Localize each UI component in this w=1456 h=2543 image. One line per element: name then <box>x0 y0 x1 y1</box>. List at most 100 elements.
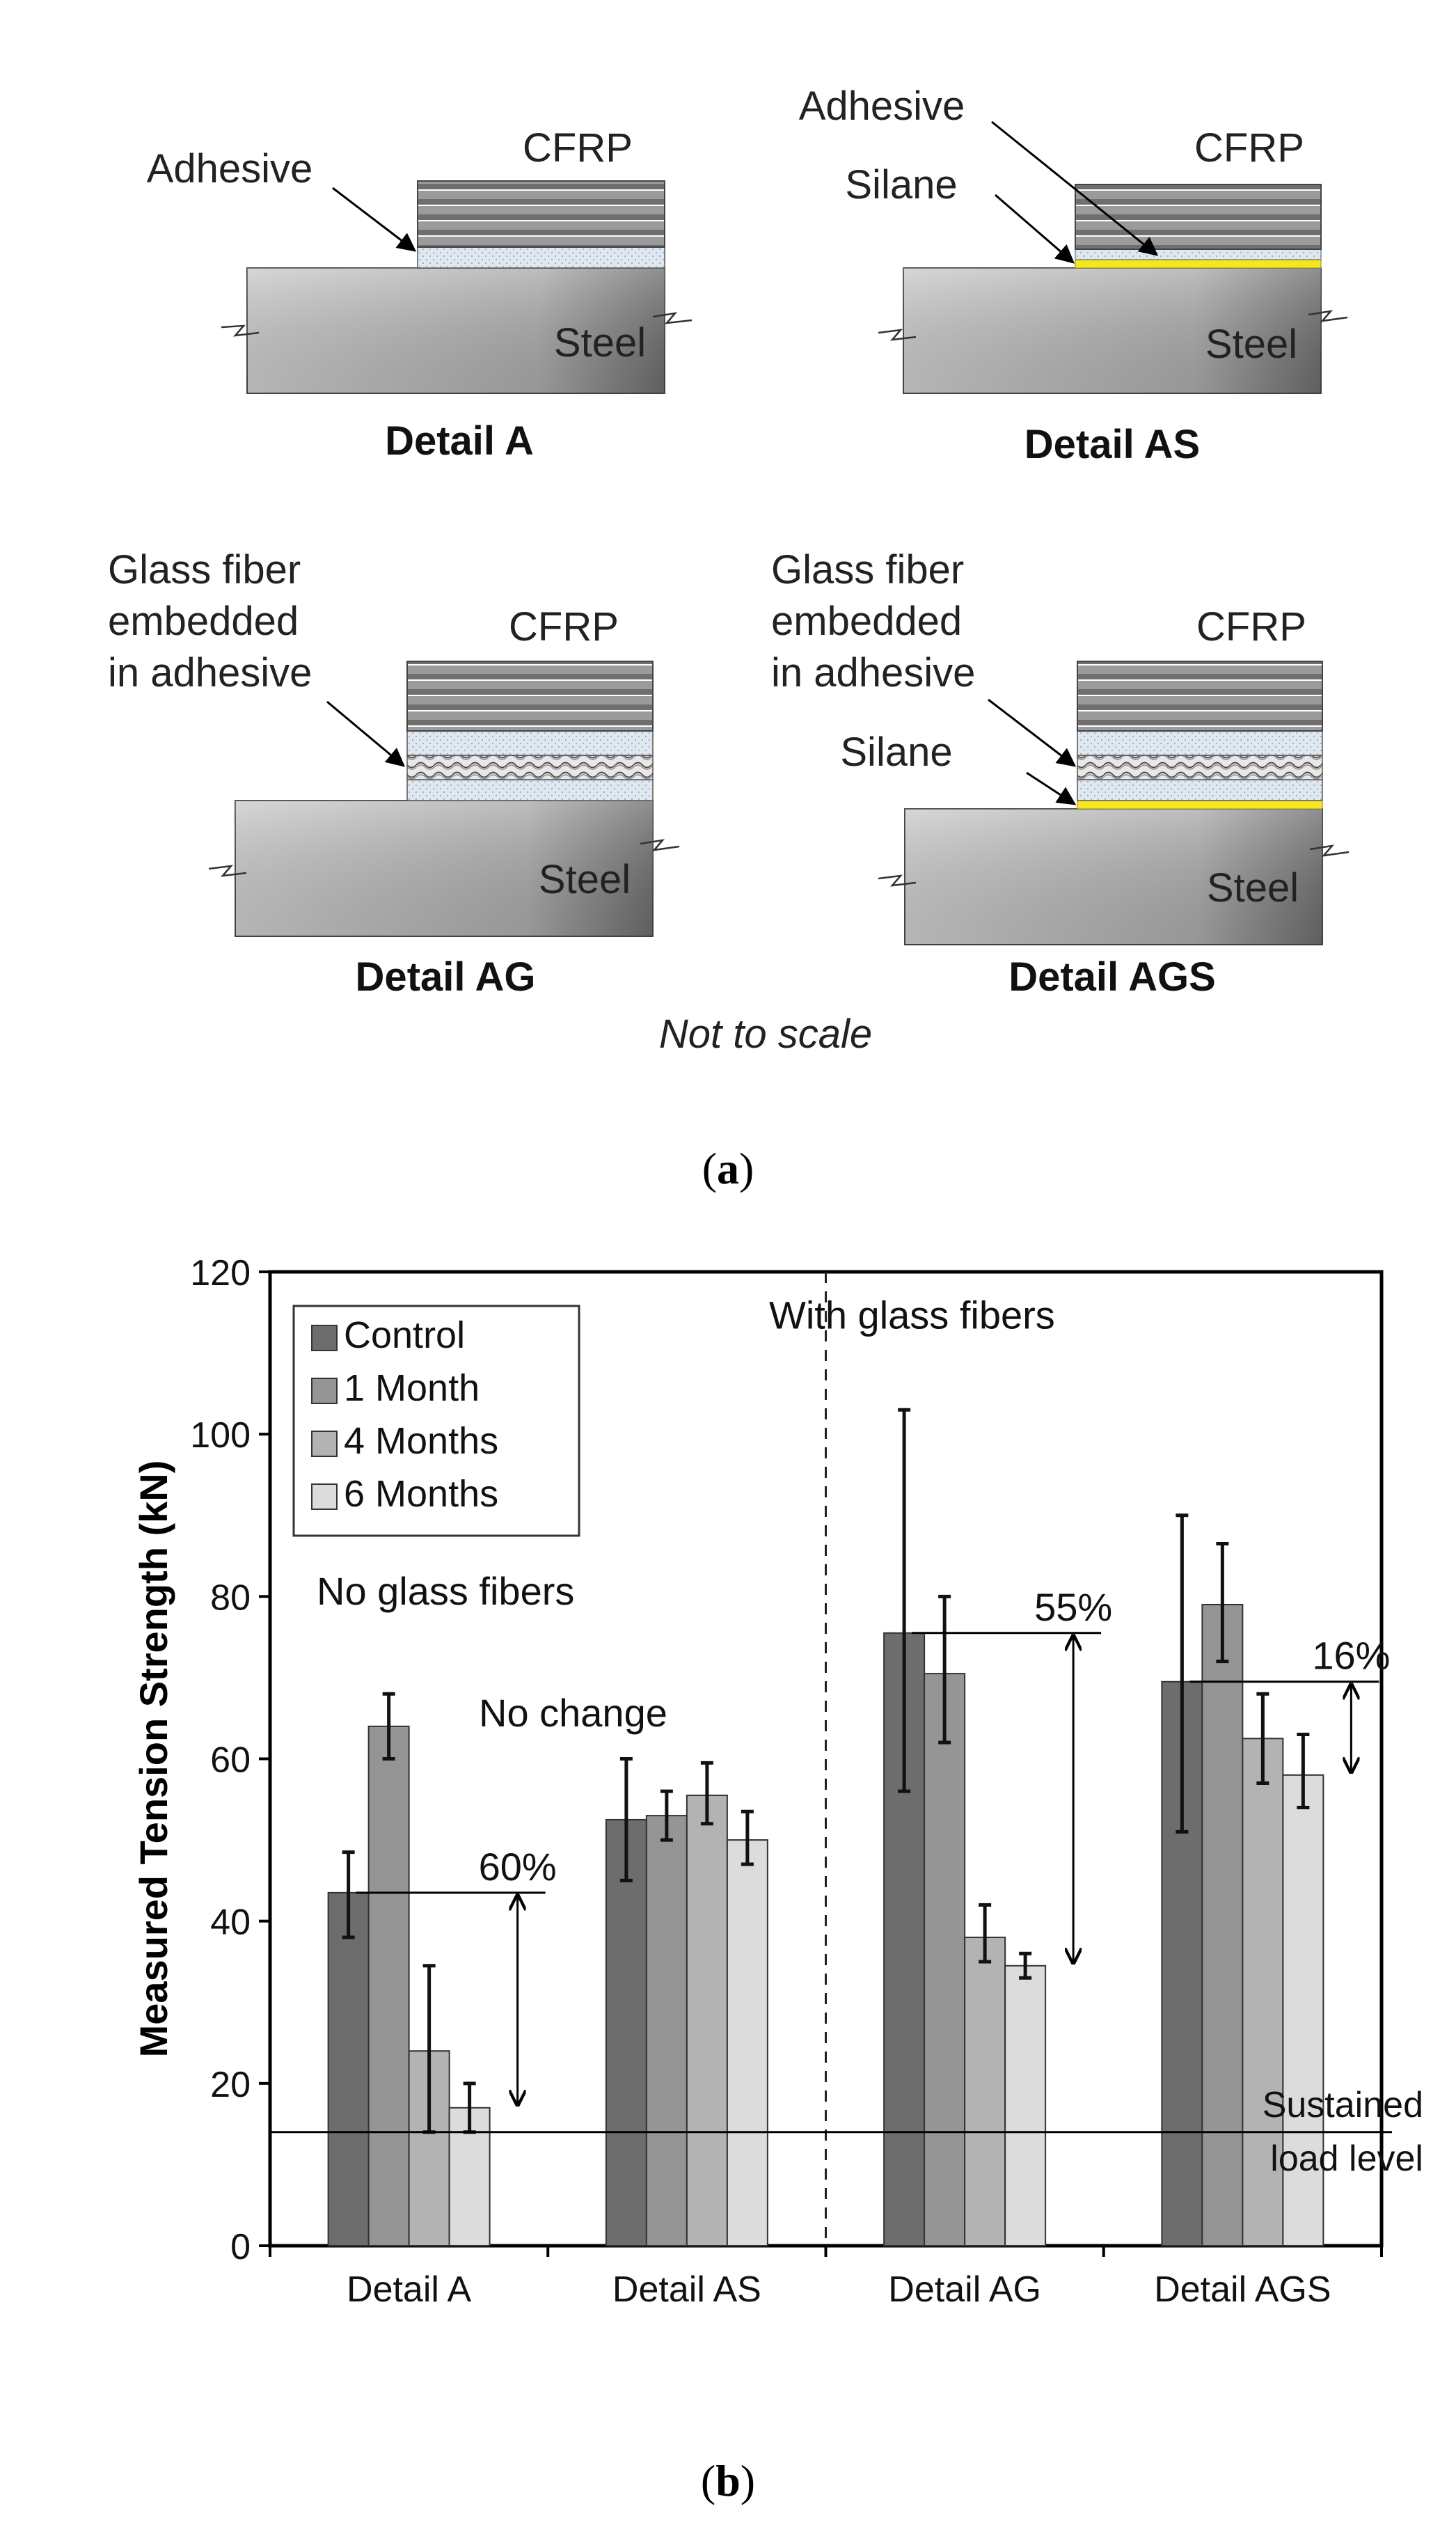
chart-error-bars <box>342 1408 1310 2134</box>
y-axis-label: Measured Tension Strength (kN) <box>132 1461 175 2058</box>
adhesive-layer <box>406 779 654 801</box>
silane-label: Silane <box>840 730 952 775</box>
y-tick-label: 120 <box>190 1253 251 1293</box>
cfrp-label: CFRP <box>1196 604 1306 649</box>
y-tick-label: 40 <box>210 1903 251 1943</box>
steel-label: Steel <box>554 320 646 365</box>
no-change-label: No change <box>479 1691 667 1735</box>
detail-a-title: Detail A <box>385 418 534 464</box>
with-glass-label: With glass fibers <box>769 1293 1055 1337</box>
glass-fiber-leader <box>326 700 406 767</box>
cfrp-label: CFRP <box>1194 125 1304 171</box>
silane-label: Silane <box>845 162 957 207</box>
sustained-load-label: load level <box>1270 2139 1423 2179</box>
not-to-scale-note: Not to scale <box>659 1011 872 1057</box>
break-mark <box>1309 844 1350 857</box>
glass-fiber-label: Glass fiber <box>771 547 964 592</box>
legend-label: 4 Months <box>344 1420 498 1462</box>
cfrp-laminate <box>1077 661 1323 732</box>
legend-swatch <box>311 1431 338 1457</box>
detail-ag-title: Detail AG <box>356 954 536 1000</box>
y-tick-label: 0 <box>230 2227 251 2267</box>
silane-leader <box>1026 771 1077 805</box>
y-tick-label: 20 <box>210 2065 251 2105</box>
y-tick-label: 60 <box>210 1740 251 1781</box>
legend-box <box>292 1305 580 1537</box>
legend-label: 6 Months <box>344 1473 498 1515</box>
panel-b-caption: (b) <box>701 2456 755 2505</box>
drop-percent-label: 60% <box>479 1845 557 1889</box>
silane-layer <box>1075 259 1322 269</box>
x-tick-label: Detail AGS <box>1154 2269 1331 2310</box>
x-tick-label: Detail AG <box>888 2269 1041 2310</box>
adhesive-layer <box>417 246 665 269</box>
glass-fiber-leader <box>988 698 1077 767</box>
cfrp-label: CFRP <box>523 125 633 171</box>
glass-fiber-label: embedded <box>771 599 962 644</box>
break-mark <box>652 312 693 324</box>
detail-ags-title: Detail AGS <box>1008 954 1216 1000</box>
adhesive-leader <box>991 120 1159 256</box>
drop-percent-label: 55% <box>1034 1585 1112 1629</box>
chart-bars <box>327 1603 1324 2247</box>
bar <box>1282 1774 1324 2246</box>
chart-axes: 0 20 40 60 80 100 120 Measured Tension Strength… <box>132 1253 1384 2310</box>
bar <box>964 1936 1006 2247</box>
glass-fiber-layer <box>1077 755 1323 780</box>
bar <box>686 1794 728 2246</box>
glass-fiber-layer <box>406 755 654 780</box>
glass-fiber-label: in adhesive <box>108 650 312 695</box>
x-tick-label: Detail AS <box>612 2269 761 2310</box>
break-mark <box>878 329 917 341</box>
detail-ags-diagram: Glass fiber embedded in adhesive Silane … <box>771 547 1350 1000</box>
bar <box>1201 1603 1244 2247</box>
cfrp-laminate <box>1075 184 1322 250</box>
adhesive-layer <box>1077 779 1323 801</box>
glass-fiber-label: in adhesive <box>771 650 975 695</box>
y-tick-label: 100 <box>190 1415 251 1456</box>
chart-legend: Control 1 Month 4 Months 6 Months <box>292 1305 580 1537</box>
legend-swatch <box>311 1483 338 1510</box>
legend-swatch <box>311 1378 338 1404</box>
cfrp-label: CFRP <box>509 604 619 649</box>
bar <box>327 1891 370 2247</box>
adhesive-label: Adhesive <box>147 146 313 191</box>
y-tick-label: 80 <box>210 1577 251 1618</box>
bar-chart: 0 20 40 60 80 100 120 Measured Tension Strength… <box>132 1253 1423 2310</box>
adhesive-label: Adhesive <box>799 84 965 129</box>
bar <box>367 1725 410 2247</box>
bar <box>924 1673 966 2246</box>
x-tick-label: Detail A <box>347 2269 472 2310</box>
break-mark <box>878 874 917 887</box>
detail-a-diagram: Adhesive CFRP Steel Detail A <box>147 125 693 464</box>
adhesive-layer <box>1077 730 1323 756</box>
steel-label: Steel <box>1205 322 1297 367</box>
detail-as-diagram: Adhesive Silane CFRP Steel Detail AS <box>799 84 1348 467</box>
glass-fiber-label: embedded <box>108 599 299 644</box>
break-mark <box>208 865 247 877</box>
adhesive-leader <box>332 187 417 252</box>
sustained-load-label: Sustained <box>1263 2085 1423 2125</box>
bar <box>605 1818 647 2246</box>
no-glass-label: No glass fibers <box>317 1569 574 1613</box>
bar <box>726 1839 768 2246</box>
detail-as-title: Detail AS <box>1024 422 1200 467</box>
bar <box>1004 1965 1047 2247</box>
cfrp-laminate <box>417 180 665 248</box>
steel-label: Steel <box>539 857 631 902</box>
break-mark <box>1308 310 1348 322</box>
adhesive-layer <box>1075 249 1322 260</box>
adhesive-layer <box>406 730 654 756</box>
legend-label: 1 Month <box>344 1367 480 1409</box>
drop-percent-label: 16% <box>1312 1634 1390 1678</box>
detail-ag-diagram: Glass fiber embedded in adhesive CFRP St… <box>108 547 680 1000</box>
silane-layer <box>1077 800 1323 810</box>
break-mark <box>221 324 260 337</box>
break-mark <box>640 839 680 851</box>
legend-label: Control <box>344 1314 465 1356</box>
panel-a: Adhesive CFRP Steel Detail A Adhesive Si… <box>108 84 1350 1193</box>
glass-fiber-label: Glass fiber <box>108 547 301 592</box>
chart-annotations: Sustained load level No glass fibers With g… <box>270 1293 1423 2179</box>
